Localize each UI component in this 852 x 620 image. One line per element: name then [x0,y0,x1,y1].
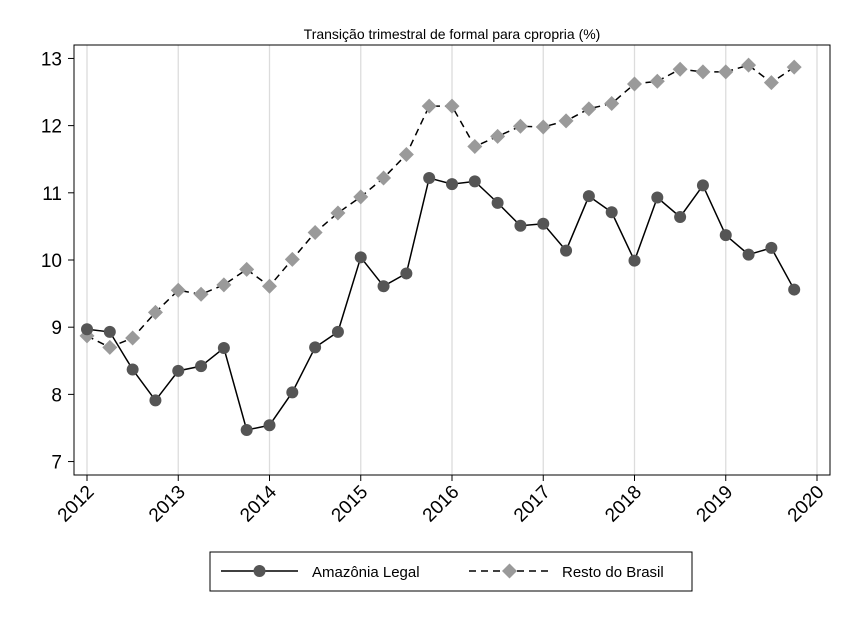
data-point-amazonia-legal-3 [149,394,162,407]
legend-marker-resto-do-brasil [502,563,517,579]
data-point-resto-do-brasil-9 [284,251,300,267]
data-point-resto-do-brasil-1 [102,339,118,355]
data-point-amazonia-legal-8 [263,419,276,432]
chart-title: Transição trimestral de formal para cpro… [304,26,601,42]
legend-label-resto-do-brasil: Resto do Brasil [562,564,664,581]
data-point-amazonia-legal-19 [514,219,527,232]
legend: Amazônia Legal Resto do Brasil [209,551,693,592]
data-point-resto-do-brasil-19 [512,118,528,134]
legend-swatches [221,563,550,579]
data-point-resto-do-brasil-20 [535,119,551,135]
data-point-resto-do-brasil-5 [193,286,209,302]
y-tick-label-7: 7 [51,453,62,474]
data-point-amazonia-legal-23 [605,206,618,219]
data-point-resto-do-brasil-21 [558,113,574,129]
data-point-resto-do-brasil-7 [239,261,255,277]
data-point-amazonia-legal-20 [537,217,550,230]
series-amazonia-legal [81,172,801,436]
data-point-resto-do-brasil-10 [307,224,323,240]
legend-label-amazonia-legal: Amazônia Legal [312,564,420,581]
data-point-amazonia-legal-27 [696,179,709,192]
data-point-amazonia-legal-5 [195,360,208,373]
data-point-amazonia-legal-4 [172,364,185,377]
data-point-resto-do-brasil-23 [604,95,620,111]
data-point-amazonia-legal-17 [468,175,481,188]
y-tick-label-12: 12 [41,117,62,138]
data-point-resto-do-brasil-12 [353,189,369,205]
data-point-resto-do-brasil-8 [262,278,277,294]
data-point-amazonia-legal-26 [674,211,687,223]
data-point-amazonia-legal-25 [651,191,664,204]
y-tick-label-10: 10 [41,251,62,272]
data-point-resto-do-brasil-14 [398,147,414,163]
data-point-resto-do-brasil-22 [581,101,597,117]
data-point-amazonia-legal-31 [788,283,801,296]
data-point-amazonia-legal-6 [217,342,230,355]
data-point-resto-do-brasil-26 [672,61,688,77]
data-point-amazonia-legal-30 [765,241,778,254]
data-point-resto-do-brasil-15 [421,98,437,114]
data-point-resto-do-brasil-2 [125,330,141,346]
data-point-amazonia-legal-2 [126,363,139,376]
data-point-resto-do-brasil-6 [216,277,232,293]
data-point-amazonia-legal-18 [491,196,504,209]
data-point-amazonia-legal-10 [309,341,322,354]
data-point-resto-do-brasil-30 [763,75,779,91]
data-point-amazonia-legal-28 [719,229,732,242]
series-resto-do-brasil [79,57,802,355]
data-point-resto-do-brasil-25 [649,73,665,89]
data-point-amazonia-legal-13 [377,280,390,293]
data-point-amazonia-legal-21 [560,244,573,257]
data-point-amazonia-legal-15 [423,172,436,185]
data-point-amazonia-legal-9 [286,386,299,399]
data-point-resto-do-brasil-28 [718,64,734,80]
data-point-amazonia-legal-24 [628,254,641,267]
data-point-resto-do-brasil-24 [627,76,642,92]
data-point-resto-do-brasil-27 [695,64,711,80]
legend-marker-amazonia-legal [253,565,266,577]
y-tick-label-8: 8 [51,385,62,406]
data-point-amazonia-legal-12 [354,251,367,264]
data-point-amazonia-legal-16 [446,178,458,191]
data-point-resto-do-brasil-4 [170,282,186,298]
data-point-resto-do-brasil-11 [330,205,346,221]
data-point-resto-do-brasil-29 [741,57,757,73]
data-point-amazonia-legal-22 [582,190,595,203]
y-tick-label-11: 11 [42,184,62,205]
data-point-amazonia-legal-0 [81,323,93,336]
series-layer [79,57,802,436]
data-point-amazonia-legal-7 [240,423,253,436]
data-point-resto-do-brasil-16 [444,98,460,114]
data-point-resto-do-brasil-3 [147,304,163,320]
data-point-resto-do-brasil-31 [786,59,802,75]
data-point-amazonia-legal-29 [742,248,755,261]
data-point-resto-do-brasil-17 [467,138,483,154]
data-point-amazonia-legal-11 [331,325,344,338]
grid-lines [86,45,818,475]
data-point-resto-do-brasil-18 [490,128,506,144]
y-tick-label-9: 9 [51,318,62,339]
data-point-resto-do-brasil-13 [376,170,392,186]
y-tick-label-13: 13 [41,49,62,70]
data-point-amazonia-legal-14 [400,267,413,280]
data-point-amazonia-legal-1 [103,325,116,338]
